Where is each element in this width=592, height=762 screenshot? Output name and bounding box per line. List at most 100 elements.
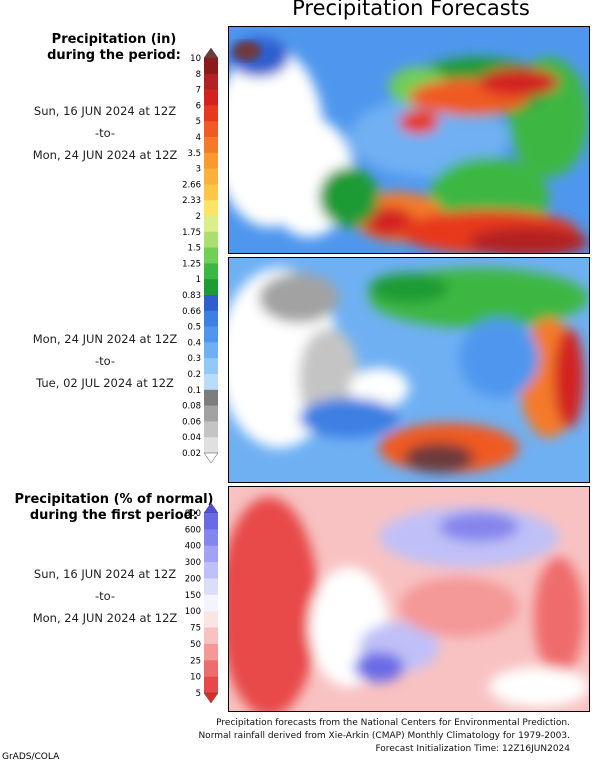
precip-colorbar-tick-label: 0.02 <box>182 449 201 459</box>
period1-label: Sun, 16 JUN 2024 at 12Z -to- Mon, 24 JUN… <box>0 100 210 166</box>
precip-colorbar-swatch <box>204 421 218 438</box>
period3-start: Sun, 16 JUN 2024 at 12Z <box>33 567 177 581</box>
precip-colorbar-tick-label: 2 <box>196 212 201 222</box>
period2-separator: -to- <box>94 354 116 368</box>
percent-colorbar-swatch <box>204 676 218 694</box>
percent-colorbar-tick-label: 600 <box>185 525 201 535</box>
precip-colorbar-cap-bottom <box>203 452 219 464</box>
percent-colorbar-tick-label: 200 <box>185 574 201 584</box>
precip-colorbar-swatch <box>204 437 218 454</box>
period2-end: Tue, 02 JUL 2024 at 12Z <box>36 376 174 390</box>
period3-end: Mon, 24 JUN 2024 at 12Z <box>32 611 178 625</box>
percent-normal-map <box>228 486 590 712</box>
precip-colorbar-swatch <box>204 295 218 312</box>
precip-colorbar-tick-label: 0.5 <box>187 323 201 333</box>
precip-colorbar-tick-label: 3.5 <box>187 149 201 159</box>
precip-colorbar-swatch <box>204 121 218 138</box>
percent-colorbar-tick-label: 300 <box>185 558 201 568</box>
precip-colorbar-tick-label: 1.25 <box>182 259 201 269</box>
period1-separator: -to- <box>94 126 116 140</box>
percent-colorbar-swatch <box>204 529 218 547</box>
percent-colorbar-swatch <box>204 627 218 645</box>
precip-colorbar-swatch <box>204 216 218 233</box>
precip-colorbar-swatch <box>204 152 218 169</box>
precip-colorbar-tick-label: 4 <box>196 133 201 143</box>
percent-colorbar-swatch <box>204 545 218 563</box>
precip-colorbar-swatch <box>204 168 218 185</box>
precip-colorbar-tick-label: 0.1 <box>187 386 201 396</box>
percent-colorbar-tick-label: 50 <box>190 640 201 650</box>
percent-colorbar-swatch <box>204 594 218 612</box>
precip-map-period2-svg <box>229 258 589 482</box>
precip-colorbar-swatch <box>204 58 218 75</box>
precip-colorbar-tick-label: 1.5 <box>187 244 201 254</box>
period3-separator: -to- <box>94 589 116 603</box>
percent-colorbar-cap-top <box>203 502 219 514</box>
legend1-title-line1: Precipitation (in) <box>51 32 177 47</box>
precip-colorbar-tick-label: 0.08 <box>182 402 201 412</box>
percent-colorbar-swatch <box>204 562 218 579</box>
percent-colorbar-swatch <box>204 513 218 530</box>
legend1-title: Precipitation (in) during the period: <box>0 32 228 64</box>
precip-colorbar-swatch <box>204 374 218 391</box>
precip-colorbar: 10 8 7 6 5 4 3.5 3 2.66 2.33 2 1.75 1.5 1.25 1 0.83 0.66… <box>170 47 220 464</box>
precip-map-period1 <box>228 26 590 254</box>
percent-colorbar-tick-label: 25 <box>190 656 201 666</box>
period1-start: Sun, 16 JUN 2024 at 12Z <box>33 104 177 118</box>
percent-colorbar-swatch <box>204 578 218 596</box>
period2-start: Mon, 24 JUN 2024 at 12Z <box>32 332 178 346</box>
percent-colorbar-tick-label: 800 <box>185 509 201 519</box>
percent-colorbar-svg: 800 600 400 300 200 150 100 75 50 25 10 5 <box>185 502 219 704</box>
precip-colorbar-tick-label: 7 <box>196 86 201 96</box>
precip-colorbar-swatch <box>204 89 218 106</box>
precip-colorbar-swatch <box>204 389 218 406</box>
precip-colorbar-cap-top <box>203 47 219 59</box>
precip-colorbar-swatch <box>204 105 218 122</box>
precip-colorbar-swatch <box>204 326 218 343</box>
percent-colorbar-tick-label: 150 <box>185 591 201 601</box>
precip-colorbar-swatch <box>204 137 218 154</box>
precip-colorbar-tick-label: 6 <box>196 101 201 111</box>
precip-colorbar-swatch <box>204 263 218 280</box>
percent-colorbar-tick-label: 100 <box>185 607 201 617</box>
percent-colorbar-tick-label: 10 <box>190 673 201 683</box>
precip-colorbar-swatch <box>204 405 218 422</box>
percent-colorbar-cap-bottom <box>203 692 219 704</box>
precip-colorbar-tick-label: 2.33 <box>182 196 201 206</box>
percent-colorbar-tick-label: 5 <box>196 689 201 699</box>
precip-colorbar-tick-label: 0.3 <box>187 354 201 364</box>
legend1-title-line2: during the period: <box>47 48 181 63</box>
precip-map-period2 <box>228 257 590 483</box>
period3-label: Sun, 16 JUN 2024 at 12Z -to- Mon, 24 JUN… <box>0 563 210 629</box>
precip-colorbar-swatch <box>204 200 218 217</box>
precip-colorbar-tick-label: 8 <box>196 70 201 80</box>
precip-colorbar-tick-label: 0.2 <box>187 370 201 380</box>
legend2-title-line2: during the first period: <box>29 508 199 523</box>
precip-colorbar-tick-label: 0.83 <box>182 291 201 301</box>
legend2-title: Precipitation (% of normal) during the f… <box>0 492 228 524</box>
percent-colorbar-swatch <box>204 611 218 628</box>
precip-colorbar-swatch <box>204 310 218 327</box>
precip-colorbar-swatch <box>204 279 218 296</box>
precip-colorbar-swatch <box>204 73 218 90</box>
precip-colorbar-swatch <box>204 247 218 264</box>
precip-colorbar-swatch <box>204 184 218 201</box>
precip-colorbar-svg: 10 8 7 6 5 4 3.5 3 2.66 2.33 2 1.75 1.5 1.25 1 0.83 0.66… <box>182 47 219 464</box>
precip-colorbar-tick-label: 2.66 <box>182 180 201 190</box>
footer-line2: Normal rainfall derived from Xie-Arkin (… <box>198 731 570 741</box>
legend2-title-line1: Precipitation (% of normal) <box>14 492 214 507</box>
precip-map-period1-svg <box>229 27 589 253</box>
precip-colorbar-tick-label: 1 <box>196 275 201 285</box>
precip-colorbar-tick-label: 10 <box>190 54 201 64</box>
credit: GrADS/COLA <box>2 752 60 762</box>
percent-colorbar-swatch <box>204 643 218 661</box>
page-title: Precipitation Forecasts <box>292 0 530 20</box>
precip-colorbar-tick-label: 0.66 <box>182 307 201 317</box>
percent-colorbar-tick-label: 75 <box>190 624 201 634</box>
precip-colorbar-tick-label: 1.75 <box>182 228 201 238</box>
precip-colorbar-tick-label: 0.4 <box>187 338 201 348</box>
period2-label: Mon, 24 JUN 2024 at 12Z -to- Tue, 02 JUL… <box>0 328 210 394</box>
precip-colorbar-tick-label: 0.06 <box>182 417 201 427</box>
percent-colorbar-swatch <box>204 660 218 677</box>
percent-colorbar: 800 600 400 300 200 150 100 75 50 25 10 5 <box>170 502 220 704</box>
